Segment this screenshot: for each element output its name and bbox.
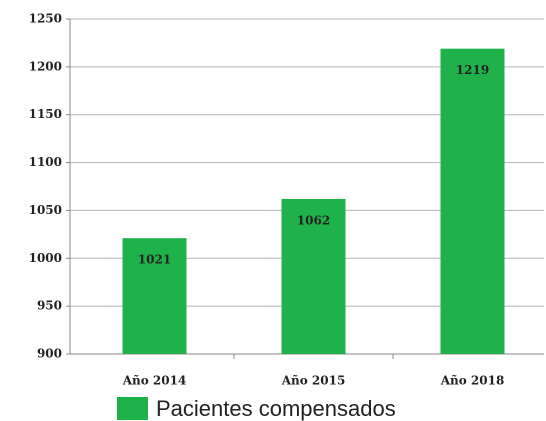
- y-tick-label: 950: [37, 299, 62, 313]
- bar: [122, 238, 187, 354]
- y-tick-label: 1250: [29, 12, 62, 26]
- y-tick-label: 1200: [29, 59, 62, 73]
- x-tick-label: Año 2015: [281, 374, 346, 388]
- y-tick-label: 1100: [29, 155, 62, 169]
- y-tick-label: 1000: [29, 251, 62, 265]
- data-label: 1062: [297, 213, 330, 227]
- y-tick-label: 1150: [29, 107, 62, 121]
- x-tick-label: Año 2018: [440, 374, 505, 388]
- y-tick-label: 1050: [29, 203, 62, 217]
- bar: [281, 198, 346, 354]
- x-tick-label: Año 2014: [122, 374, 187, 388]
- bar: [440, 48, 505, 355]
- data-label: 1219: [456, 63, 489, 77]
- legend-label: Pacientes compensados: [156, 396, 396, 421]
- data-label: 1021: [138, 253, 171, 267]
- legend-swatch: [117, 397, 148, 420]
- y-tick-label: 900: [37, 347, 62, 361]
